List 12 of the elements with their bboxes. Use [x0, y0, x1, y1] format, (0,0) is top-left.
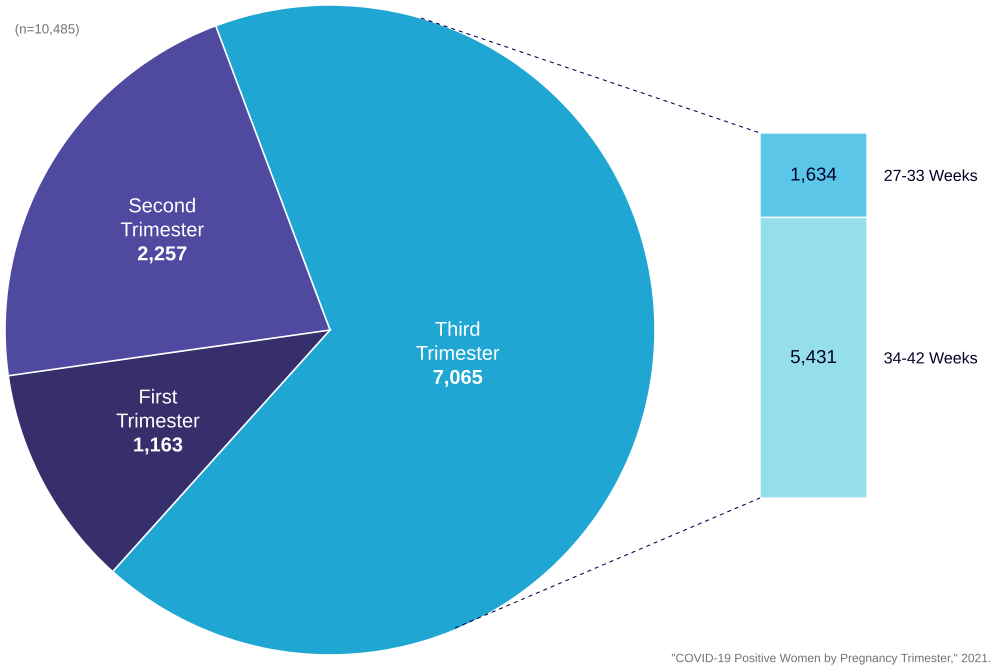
data-label: 1,634	[792, 167, 836, 183]
data-label: 7,065	[434, 370, 482, 387]
series-label: 34-42 Weeks	[884, 352, 978, 364]
data-label: 1,163	[134, 437, 182, 454]
text: (n=10,485)	[16, 24, 79, 36]
text: "COVID-19 Positive Women by Pregnancy Trimester," 2021.	[672, 653, 990, 665]
series-label: 27-33 Weeks	[884, 169, 978, 182]
slice-label: First Trimester	[116, 388, 200, 428]
data-label: 2,257	[138, 246, 186, 264]
data-label: 5,431	[790, 350, 836, 366]
slice-label: Second Trimester	[120, 198, 204, 236]
slice-label: Third Trimester	[416, 321, 500, 360]
